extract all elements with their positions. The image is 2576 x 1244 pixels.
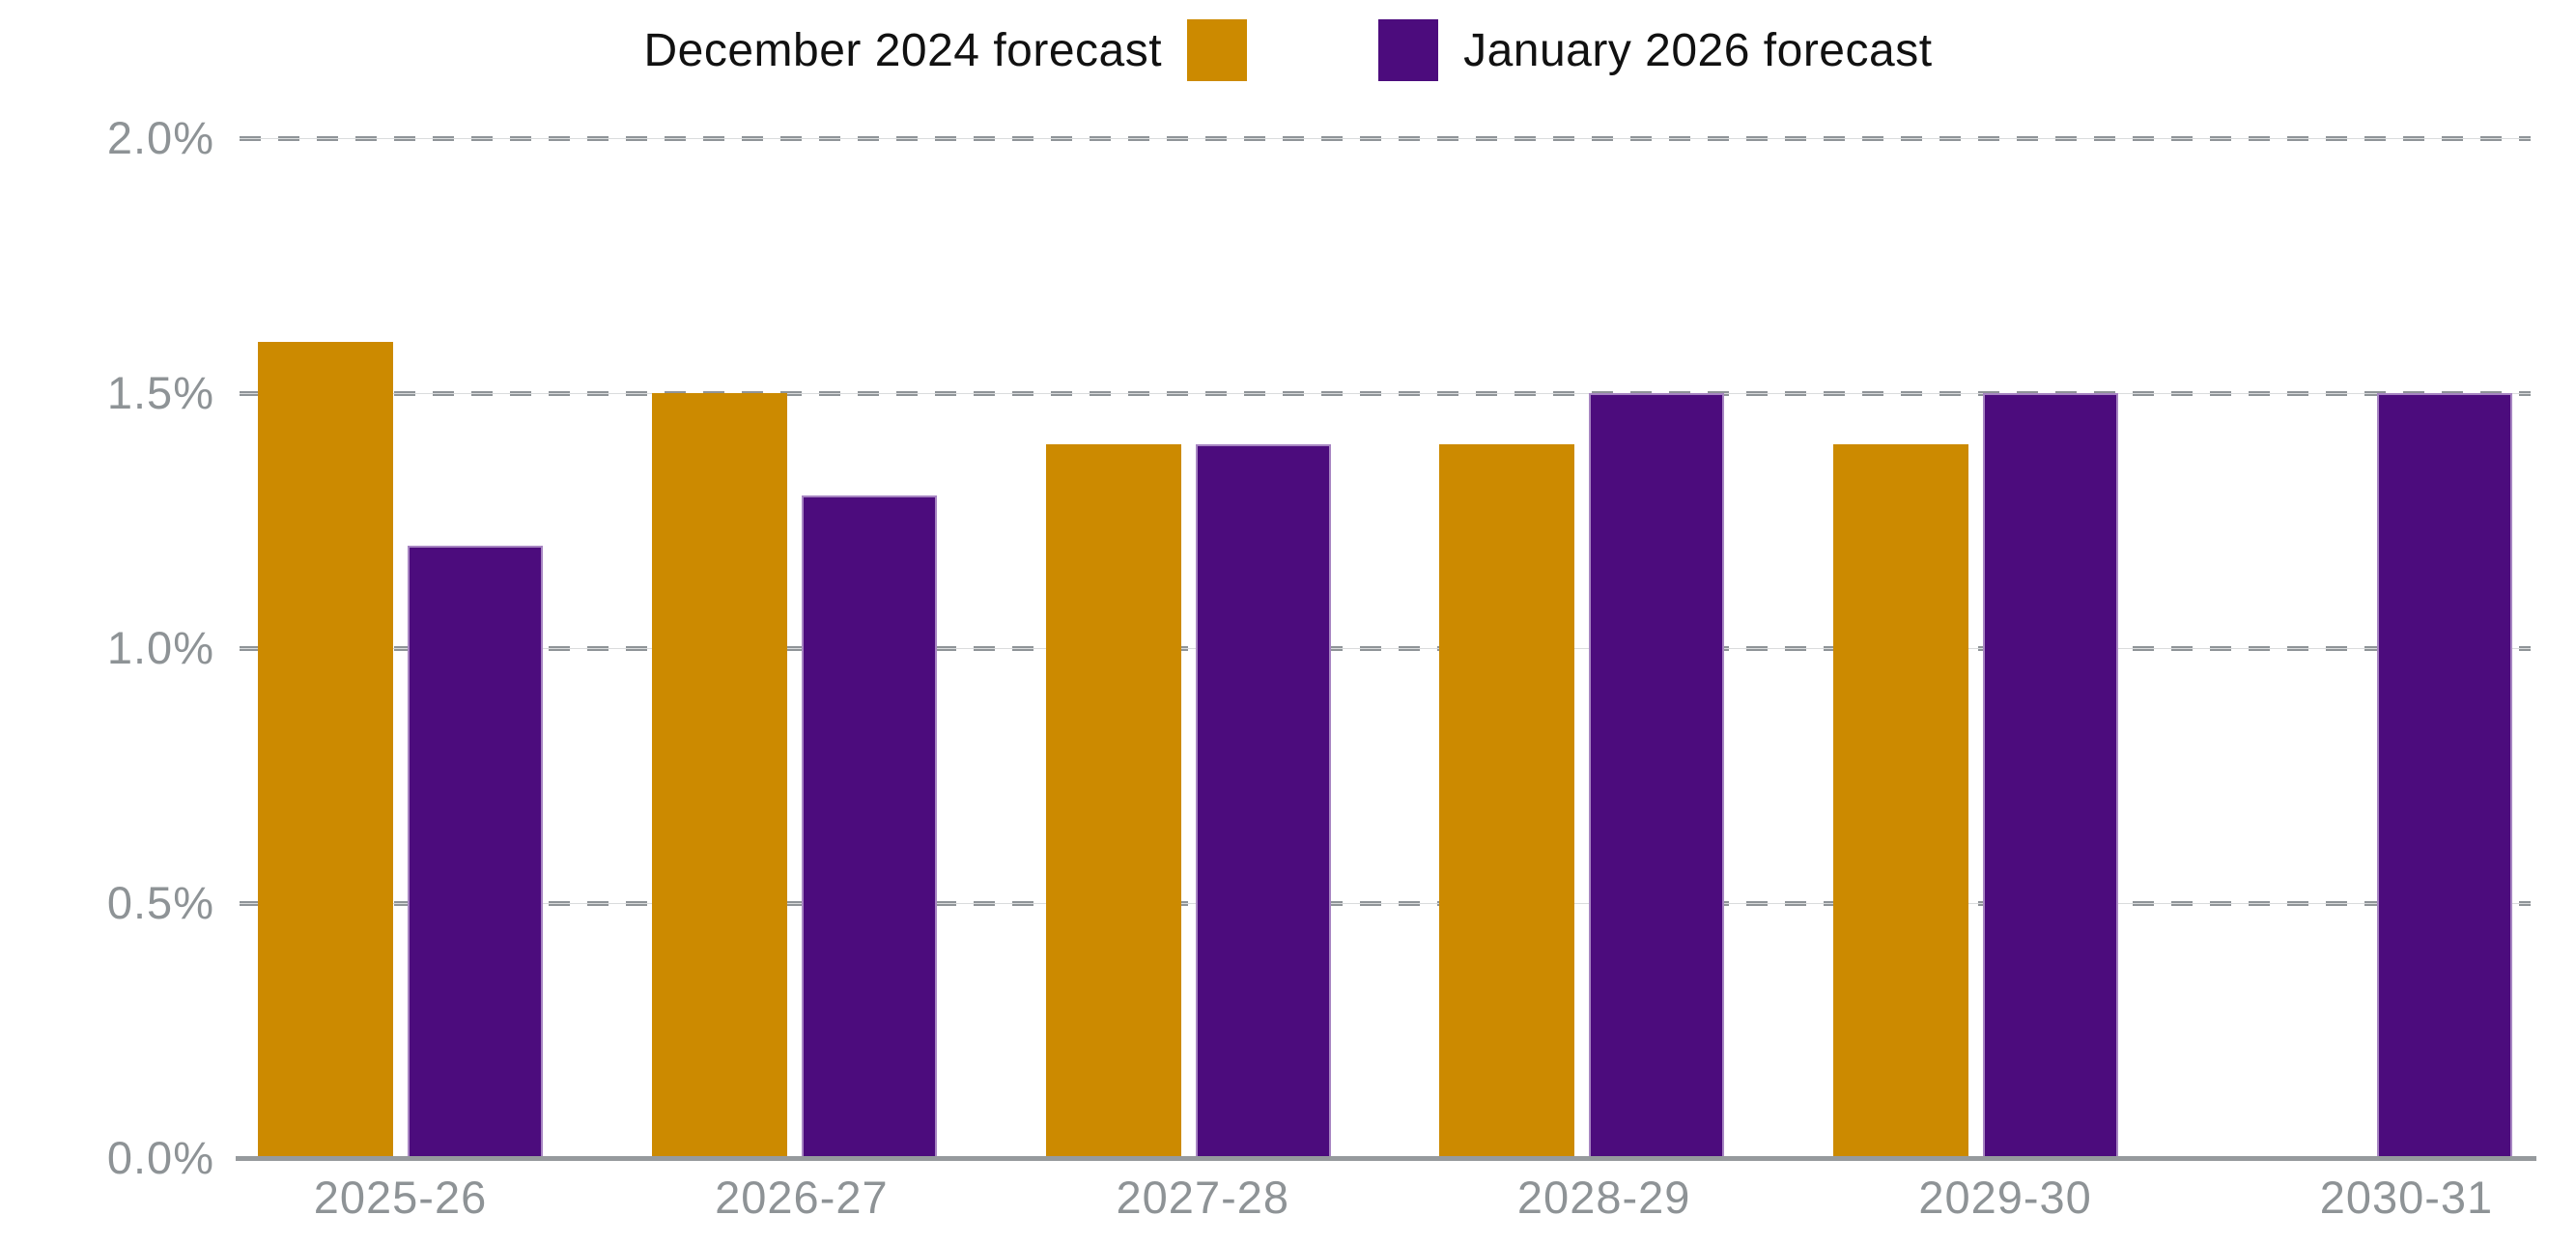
x-tick-label-2030-31: 2030-31: [2319, 1172, 2494, 1223]
x-tick-label-2029-30: 2029-30: [1918, 1172, 2092, 1223]
bar-2027-28-december-2024-forecast: [1045, 443, 1181, 1158]
bar-group-2025-26: [258, 138, 543, 1158]
x-axis-labels: 2025-26 2026-27 2027-28 2028-29 2029-30 2030-…: [240, 1171, 2567, 1224]
y-tick-label-2.0%: 2.0%: [106, 112, 214, 163]
bar-group-2027-28: [1045, 138, 1331, 1158]
bar-2026-27-december-2024-forecast: [651, 393, 787, 1158]
y-tick-label-0.0%: 0.0%: [106, 1132, 214, 1183]
legend-entry-december-2024: December 2024 forecast: [643, 19, 1248, 81]
bar-group-2029-30: [1833, 138, 2119, 1158]
gridline-2.0%: [240, 135, 2531, 141]
legend-swatch-january-2026-icon: [1378, 19, 1439, 81]
legend-label-december-2024: December 2024 forecast: [643, 24, 1163, 76]
gridline-1.5%: [240, 390, 2531, 396]
x-tick-label-2028-29: 2028-29: [1516, 1172, 1691, 1223]
bar-group-2026-27: [651, 138, 937, 1158]
legend-swatch-december-2024-icon: [1187, 19, 1248, 81]
bars-container: [240, 138, 2531, 1158]
bar-group-2028-29: [1439, 138, 1725, 1158]
x-tick-label-2025-26: 2025-26: [313, 1172, 488, 1223]
x-axis-baseline: [236, 1155, 2536, 1161]
chart-legend: December 2024 forecast January 2026 fore…: [0, 19, 2576, 81]
y-tick-label-1.5%: 1.5%: [106, 367, 214, 418]
gridline-1.0%: [240, 645, 2531, 651]
bar-2030-31-january-2026-forecast: [2376, 393, 2512, 1158]
y-axis-labels: 2.0% 1.5% 1.0% 0.5% 0.0%: [0, 112, 224, 1183]
x-tick-label-2027-28: 2027-28: [1116, 1172, 1290, 1223]
bar-2028-29-january-2026-forecast: [1589, 393, 1725, 1158]
legend-entry-january-2026: January 2026 forecast: [1247, 19, 1932, 81]
y-tick-label-0.5%: 0.5%: [106, 877, 214, 928]
bar-2028-29-december-2024-forecast: [1439, 443, 1575, 1158]
gridline-0.5%: [240, 900, 2531, 906]
legend-label-january-2026: January 2026 forecast: [1463, 24, 1933, 76]
bar-group-2030-31: [2227, 138, 2512, 1158]
bar-2027-28-january-2026-forecast: [1195, 443, 1331, 1158]
x-tick-label-2026-27: 2026-27: [715, 1172, 889, 1223]
bar-2025-26-december-2024-forecast: [258, 342, 393, 1158]
bar-2026-27-january-2026-forecast: [801, 495, 937, 1158]
y-tick-label-1.0%: 1.0%: [106, 622, 214, 673]
bar-2029-30-january-2026-forecast: [1983, 393, 2119, 1158]
bar-2025-26-january-2026-forecast: [408, 546, 543, 1158]
plot-area: [236, 135, 2536, 1161]
bar-2029-30-december-2024-forecast: [1833, 443, 1969, 1158]
